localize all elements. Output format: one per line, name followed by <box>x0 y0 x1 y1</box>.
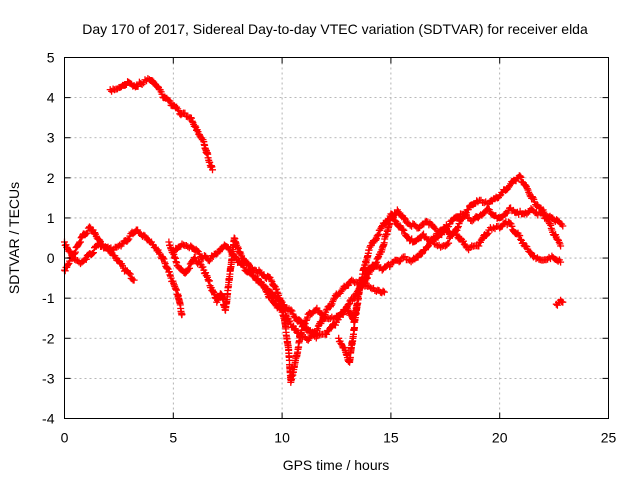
series-track-8 <box>552 296 567 309</box>
y-tick-label: 2 <box>47 170 55 186</box>
x-tick-label: 25 <box>601 430 617 446</box>
y-tick-label: 1 <box>47 210 55 226</box>
y-tick-label: 3 <box>47 130 55 146</box>
marker-path <box>552 296 567 309</box>
y-tick-label: 5 <box>47 50 55 66</box>
x-tick-labels: 0 5 10 15 20 25 <box>61 430 617 446</box>
y-tick-label: 4 <box>47 90 55 106</box>
marker-path <box>335 218 565 366</box>
data-points <box>61 75 567 386</box>
y-tick-label: -1 <box>42 290 55 306</box>
y-tick-label: -4 <box>42 411 55 427</box>
y-tick-label: -3 <box>42 370 55 386</box>
plot-frame <box>64 57 609 419</box>
y-tick-labels: -4 -3 -2 -1 0 1 2 3 4 5 <box>42 50 55 427</box>
y-tick-label: -2 <box>42 330 55 346</box>
x-tick-label: 15 <box>383 430 399 446</box>
x-tick-label: 20 <box>492 430 508 446</box>
x-tick-label: 5 <box>169 430 177 446</box>
x-axis-label: GPS time / hours <box>283 457 390 473</box>
y-axis-label: SDTVAR / TECUs <box>6 182 22 294</box>
series-track-6 <box>252 272 388 344</box>
marker-path <box>106 75 216 174</box>
x-tick-label: 10 <box>274 430 290 446</box>
marker-path <box>252 272 388 344</box>
series-track-1 <box>106 75 216 174</box>
chart-title: Day 170 of 2017, Sidereal Day-to-day VTE… <box>82 21 588 37</box>
x-tick-label: 0 <box>61 430 69 446</box>
series-track-7 <box>335 218 565 366</box>
axis-ticks <box>64 57 609 419</box>
y-tick-label: 0 <box>47 250 55 266</box>
